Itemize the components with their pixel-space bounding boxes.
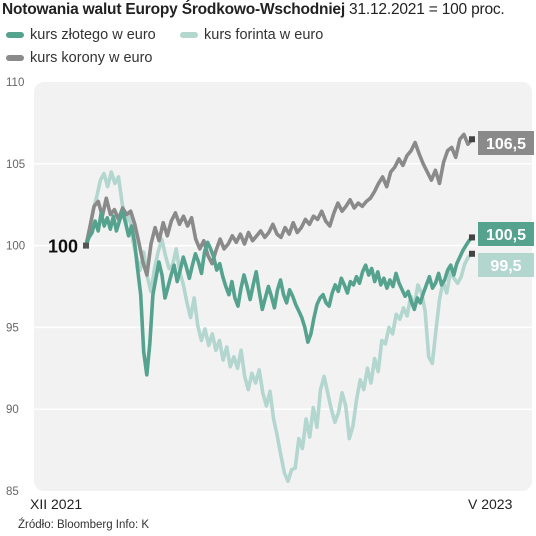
legend-label-huf: kurs forinta w euro — [204, 27, 324, 43]
end-value-label-pln: 100,5 — [486, 227, 526, 244]
y-tick-label-110: 110 — [6, 77, 24, 89]
y-tick-label-95: 95 — [6, 322, 19, 334]
chart-title: Notowania walut Europy Środkowo-Wschodni… — [2, 1, 505, 19]
legend-item-pln: kurs złotego w euro — [6, 27, 156, 43]
x-start-label: XII 2021 — [30, 496, 83, 512]
end-marker-czk — [469, 136, 475, 143]
end-value-label-huf: 99,5 — [490, 258, 521, 275]
chart-title-rest: 31.12.2021 = 100 proc. — [344, 1, 505, 18]
series-line-czk — [84, 132, 474, 277]
base-value-label: 100 — [48, 237, 78, 257]
legend-swatch-pln — [6, 32, 24, 38]
end-marker-huf — [469, 250, 475, 257]
end-badge-pln — [478, 222, 534, 246]
legend-swatch-huf — [180, 32, 198, 38]
legend-swatch-czk — [6, 55, 24, 61]
end-badge-huf — [478, 253, 534, 277]
y-tick-label-105: 105 — [6, 159, 25, 171]
start-marker — [83, 242, 89, 249]
chart-title-bold: Notowania walut Europy Środkowo-Wschodni… — [2, 1, 345, 18]
end-marker-pln — [469, 234, 475, 241]
end-badge-czk — [478, 131, 534, 155]
legend-label-czk: kurs korony w euro — [30, 50, 153, 66]
y-tick-label-90: 90 — [6, 404, 19, 416]
x-end-label: V 2023 — [468, 496, 513, 512]
legend-item-czk: kurs korony w euro — [6, 50, 153, 66]
source-note: Źródło: Bloomberg Info: K — [18, 519, 150, 531]
end-value-label-czk: 106,5 — [486, 136, 526, 153]
y-tick-label-100: 100 — [6, 241, 25, 253]
legend-item-huf: kurs forinta w euro — [180, 27, 323, 43]
y-tick-label-85: 85 — [6, 486, 19, 498]
legend-label-pln: kurs złotego w euro — [30, 27, 156, 43]
series-line-huf — [84, 170, 474, 484]
series-line-pln — [84, 209, 474, 377]
